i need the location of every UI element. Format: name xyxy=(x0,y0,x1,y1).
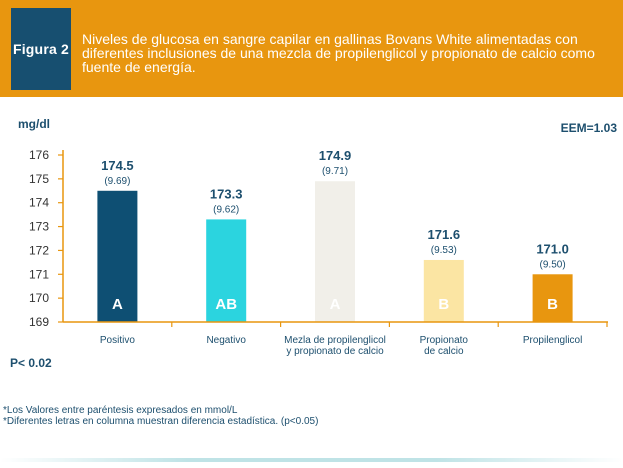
x-category-label: Propionato xyxy=(420,335,469,346)
bar-letter-label: B xyxy=(438,296,449,313)
y-tick-label: 173 xyxy=(29,220,49,234)
bar-letter-label: A xyxy=(112,296,123,313)
y-tick-label: 175 xyxy=(29,172,49,186)
y-tick-label: 176 xyxy=(29,148,49,162)
x-category-label: Positivo xyxy=(100,335,135,346)
y-axis-unit-label: mg/dl xyxy=(18,117,50,131)
x-category-label: de calcio xyxy=(424,346,464,357)
bar xyxy=(315,181,355,322)
figure-header: Figura 2 Niveles de glucosa en sangre ca… xyxy=(0,0,623,97)
footnote-units: *Los Valores entre paréntesis expresados… xyxy=(3,405,238,416)
x-category-label: Propilenglicol xyxy=(523,335,582,346)
bar-mmol-label: (9.50) xyxy=(540,259,566,270)
bar-value-label: 174.5 xyxy=(101,158,134,173)
y-tick-label: 174 xyxy=(29,196,49,210)
bar-value-label: 171.0 xyxy=(536,241,569,256)
bar-mmol-label: (9.71) xyxy=(322,166,348,177)
bar-mmol-label: (9.62) xyxy=(213,204,239,215)
bar xyxy=(532,274,573,322)
figure-number: Figura 2 xyxy=(12,41,70,57)
eem-label: EEM=1.03 xyxy=(560,121,617,135)
x-category-label: Mezla de propilenglicol xyxy=(284,335,386,346)
bar xyxy=(206,219,247,322)
bar xyxy=(423,259,464,322)
x-category-label: Negativo xyxy=(206,335,246,346)
footnote-letters: *Diferentes letras en columna muestran d… xyxy=(3,416,319,427)
bar-letter-label: AB xyxy=(215,296,237,313)
bar-value-label: 171.6 xyxy=(428,227,461,242)
bar-letter-label: A xyxy=(330,296,341,313)
y-tick-label: 170 xyxy=(29,291,49,305)
figure-title: Niveles de glucosa en sangre capilar en … xyxy=(82,31,595,75)
bar xyxy=(97,190,138,322)
bar-value-label: 173.3 xyxy=(210,186,243,201)
bar-mmol-label: (9.53) xyxy=(431,245,457,256)
footnotes: *Los Valores entre paréntesis expresados… xyxy=(3,405,318,427)
bar-letter-label: B xyxy=(547,296,558,313)
bar-value-label: 174.9 xyxy=(319,148,352,163)
y-tick-label: 171 xyxy=(29,267,49,281)
bottom-decorative-strip xyxy=(0,458,623,462)
y-tick-label: 169 xyxy=(29,315,49,329)
y-tick-label: 172 xyxy=(29,243,49,257)
x-category-label: y propionato de calcio xyxy=(286,346,384,357)
bar-mmol-label: (9.69) xyxy=(104,176,130,187)
p-value-label: P< 0.02 xyxy=(10,356,52,370)
figure-badge: Figura 2 xyxy=(11,8,71,90)
